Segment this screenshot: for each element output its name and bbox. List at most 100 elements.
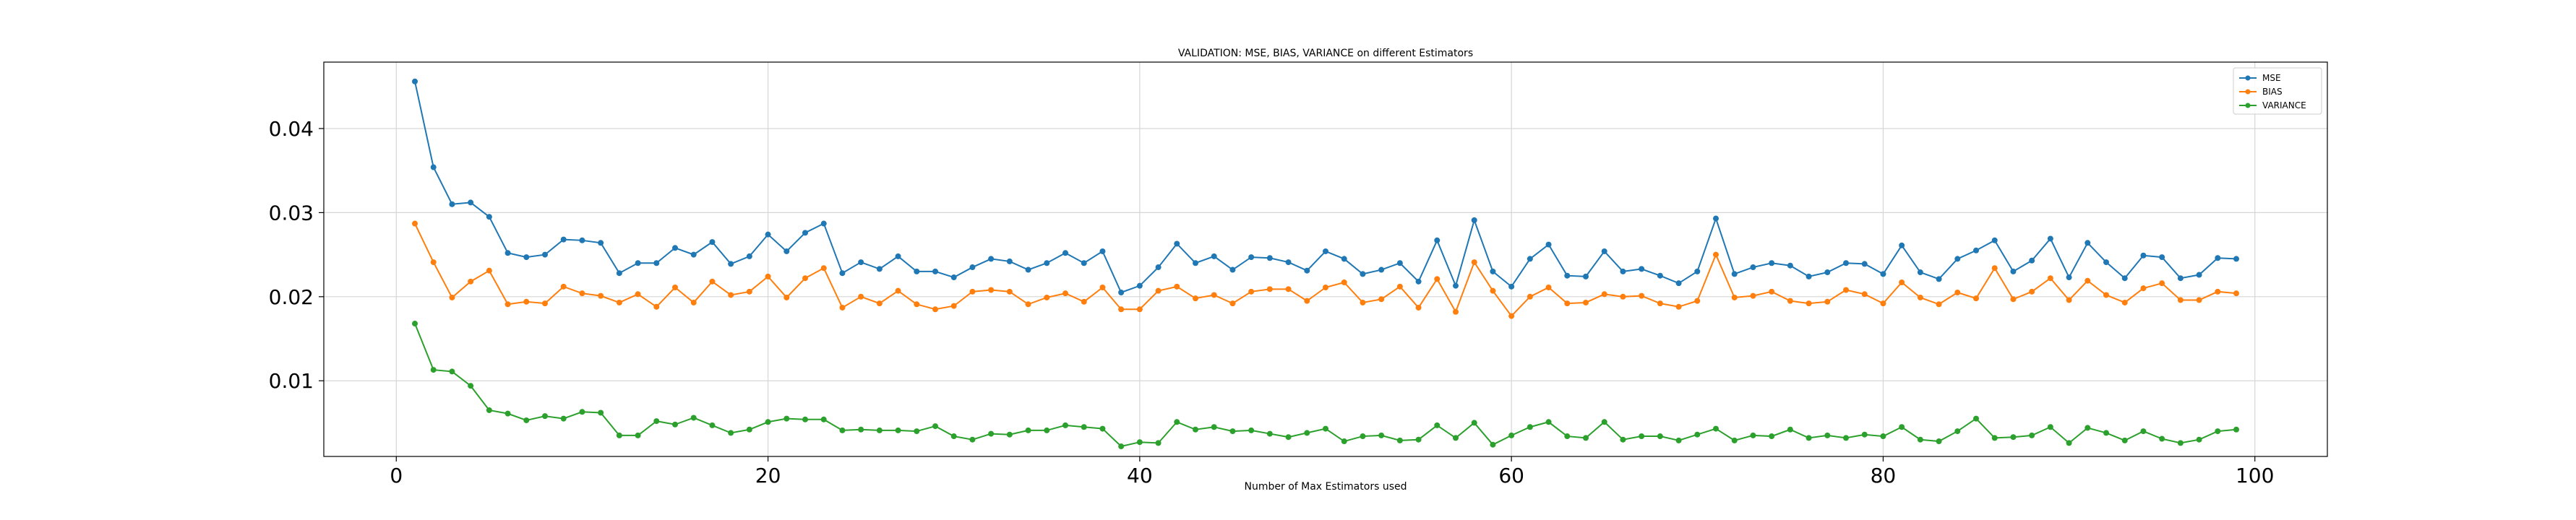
data-point — [1564, 433, 1571, 440]
data-point — [579, 409, 585, 415]
data-point — [988, 287, 995, 293]
data-point — [1341, 256, 1347, 262]
data-point — [1062, 290, 1068, 297]
data-point — [2177, 297, 2184, 303]
data-point — [523, 298, 530, 305]
data-point — [468, 383, 474, 389]
data-point — [783, 294, 790, 300]
data-point — [2159, 436, 2165, 442]
data-point — [1675, 280, 1682, 287]
data-point — [598, 410, 604, 416]
data-point — [1193, 260, 1198, 266]
data-point — [1583, 273, 1589, 280]
x-axis-label: Number of Max Estimators used — [1245, 481, 1407, 493]
data-point — [2066, 274, 2072, 281]
data-point — [542, 251, 548, 258]
data-point — [988, 430, 995, 437]
data-point — [2010, 296, 2017, 303]
data-point — [1453, 282, 1459, 289]
data-point — [1490, 268, 1496, 274]
data-point — [858, 259, 864, 266]
data-point — [672, 245, 678, 251]
data-point — [1899, 280, 1905, 286]
data-point — [1025, 427, 1031, 433]
data-point — [802, 275, 808, 282]
legend-item-variance: VARIANCE — [2239, 100, 2306, 110]
data-point — [616, 299, 622, 306]
data-point — [1006, 258, 1013, 264]
y-tick-label: 0.04 — [269, 117, 314, 141]
data-point — [598, 240, 604, 246]
data-point — [616, 270, 622, 277]
data-point — [969, 264, 976, 271]
data-point — [1378, 432, 1385, 438]
data-point — [914, 268, 920, 274]
data-point — [1118, 306, 1125, 313]
x-tick-label: 100 — [2236, 464, 2274, 488]
data-point — [1229, 428, 1236, 435]
data-point — [1936, 301, 1942, 308]
data-point — [1694, 431, 1701, 438]
data-point — [839, 270, 846, 277]
data-point — [1508, 432, 1515, 438]
data-point — [449, 201, 455, 207]
data-point — [876, 266, 883, 272]
data-point — [2066, 297, 2072, 303]
data-point — [1694, 298, 1701, 304]
data-point — [1861, 431, 1868, 438]
data-point — [1731, 271, 1738, 277]
data-point — [1620, 268, 1626, 274]
data-point — [1118, 289, 1125, 295]
data-point — [2140, 285, 2147, 292]
data-point — [1304, 430, 1310, 436]
data-point — [2140, 428, 2147, 435]
data-point — [1378, 266, 1385, 273]
data-point — [1806, 273, 1812, 280]
data-point — [1155, 264, 1162, 271]
data-point — [1769, 260, 1775, 266]
data-point — [1769, 433, 1775, 440]
data-point — [1044, 427, 1050, 433]
data-point — [932, 306, 938, 313]
data-point — [1583, 435, 1589, 441]
data-point — [1991, 237, 1998, 243]
data-point — [1266, 430, 1273, 437]
data-point — [1694, 268, 1701, 274]
axis-ticks: 0 20 40 60 80 100 0.01 0.02 0.03 0.04 — [269, 117, 2275, 488]
data-point — [783, 415, 790, 422]
data-point — [2121, 437, 2128, 443]
data-point — [616, 432, 622, 438]
data-point — [1081, 424, 1087, 430]
data-point — [2233, 426, 2239, 433]
data-point — [1044, 294, 1050, 300]
grid-lines — [324, 62, 2327, 456]
data-point — [1434, 276, 1441, 282]
data-point — [449, 294, 455, 300]
data-point — [579, 237, 585, 243]
data-point — [1824, 298, 1831, 305]
data-point — [1211, 253, 1217, 259]
legend-label: VARIANCE — [2262, 100, 2306, 110]
data-point — [1806, 435, 1812, 441]
data-point — [2010, 268, 2017, 274]
data-point — [1285, 434, 1292, 441]
data-point — [1341, 280, 1347, 286]
data-point — [1564, 272, 1571, 279]
data-point — [1731, 437, 1738, 443]
data-point — [560, 283, 567, 290]
data-point — [1639, 433, 1645, 440]
data-point — [468, 278, 474, 285]
data-point — [1824, 269, 1831, 276]
data-point — [746, 426, 752, 433]
data-point — [1229, 266, 1236, 273]
data-point — [542, 413, 548, 420]
data-point — [858, 426, 864, 433]
data-point — [1750, 292, 1756, 299]
data-point — [653, 303, 660, 310]
data-point — [1174, 240, 1180, 247]
data-point — [876, 300, 883, 307]
data-point — [1769, 288, 1775, 295]
data-point — [468, 199, 474, 206]
data-point — [895, 427, 901, 433]
data-point — [1434, 237, 1441, 243]
